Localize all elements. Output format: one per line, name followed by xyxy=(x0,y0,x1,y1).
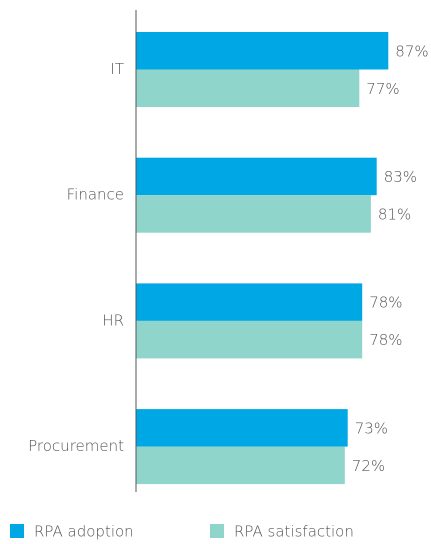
bar xyxy=(136,320,363,359)
value-label: 72% xyxy=(352,457,385,475)
category-label: IT xyxy=(110,60,124,78)
bar xyxy=(136,283,363,321)
category-label: Procurement xyxy=(28,437,124,455)
legend-swatch xyxy=(10,524,24,538)
legend-swatch xyxy=(210,524,224,538)
value-label: 73% xyxy=(355,419,388,437)
value-label: 83% xyxy=(384,168,417,186)
category-label: Finance xyxy=(67,186,124,204)
legend-label: RPA satisfaction xyxy=(234,523,354,541)
value-label: 78% xyxy=(369,331,402,349)
bar xyxy=(136,69,360,107)
bar xyxy=(136,157,377,196)
value-label: 78% xyxy=(369,294,402,312)
bar xyxy=(136,446,345,485)
bar xyxy=(136,195,371,233)
category-label: HR xyxy=(102,311,124,329)
legend-label: RPA adoption xyxy=(34,523,134,541)
bar xyxy=(136,32,389,70)
bar xyxy=(136,409,348,447)
value-label: 77% xyxy=(366,80,399,98)
value-label: 87% xyxy=(395,42,428,60)
value-label: 81% xyxy=(378,205,411,223)
